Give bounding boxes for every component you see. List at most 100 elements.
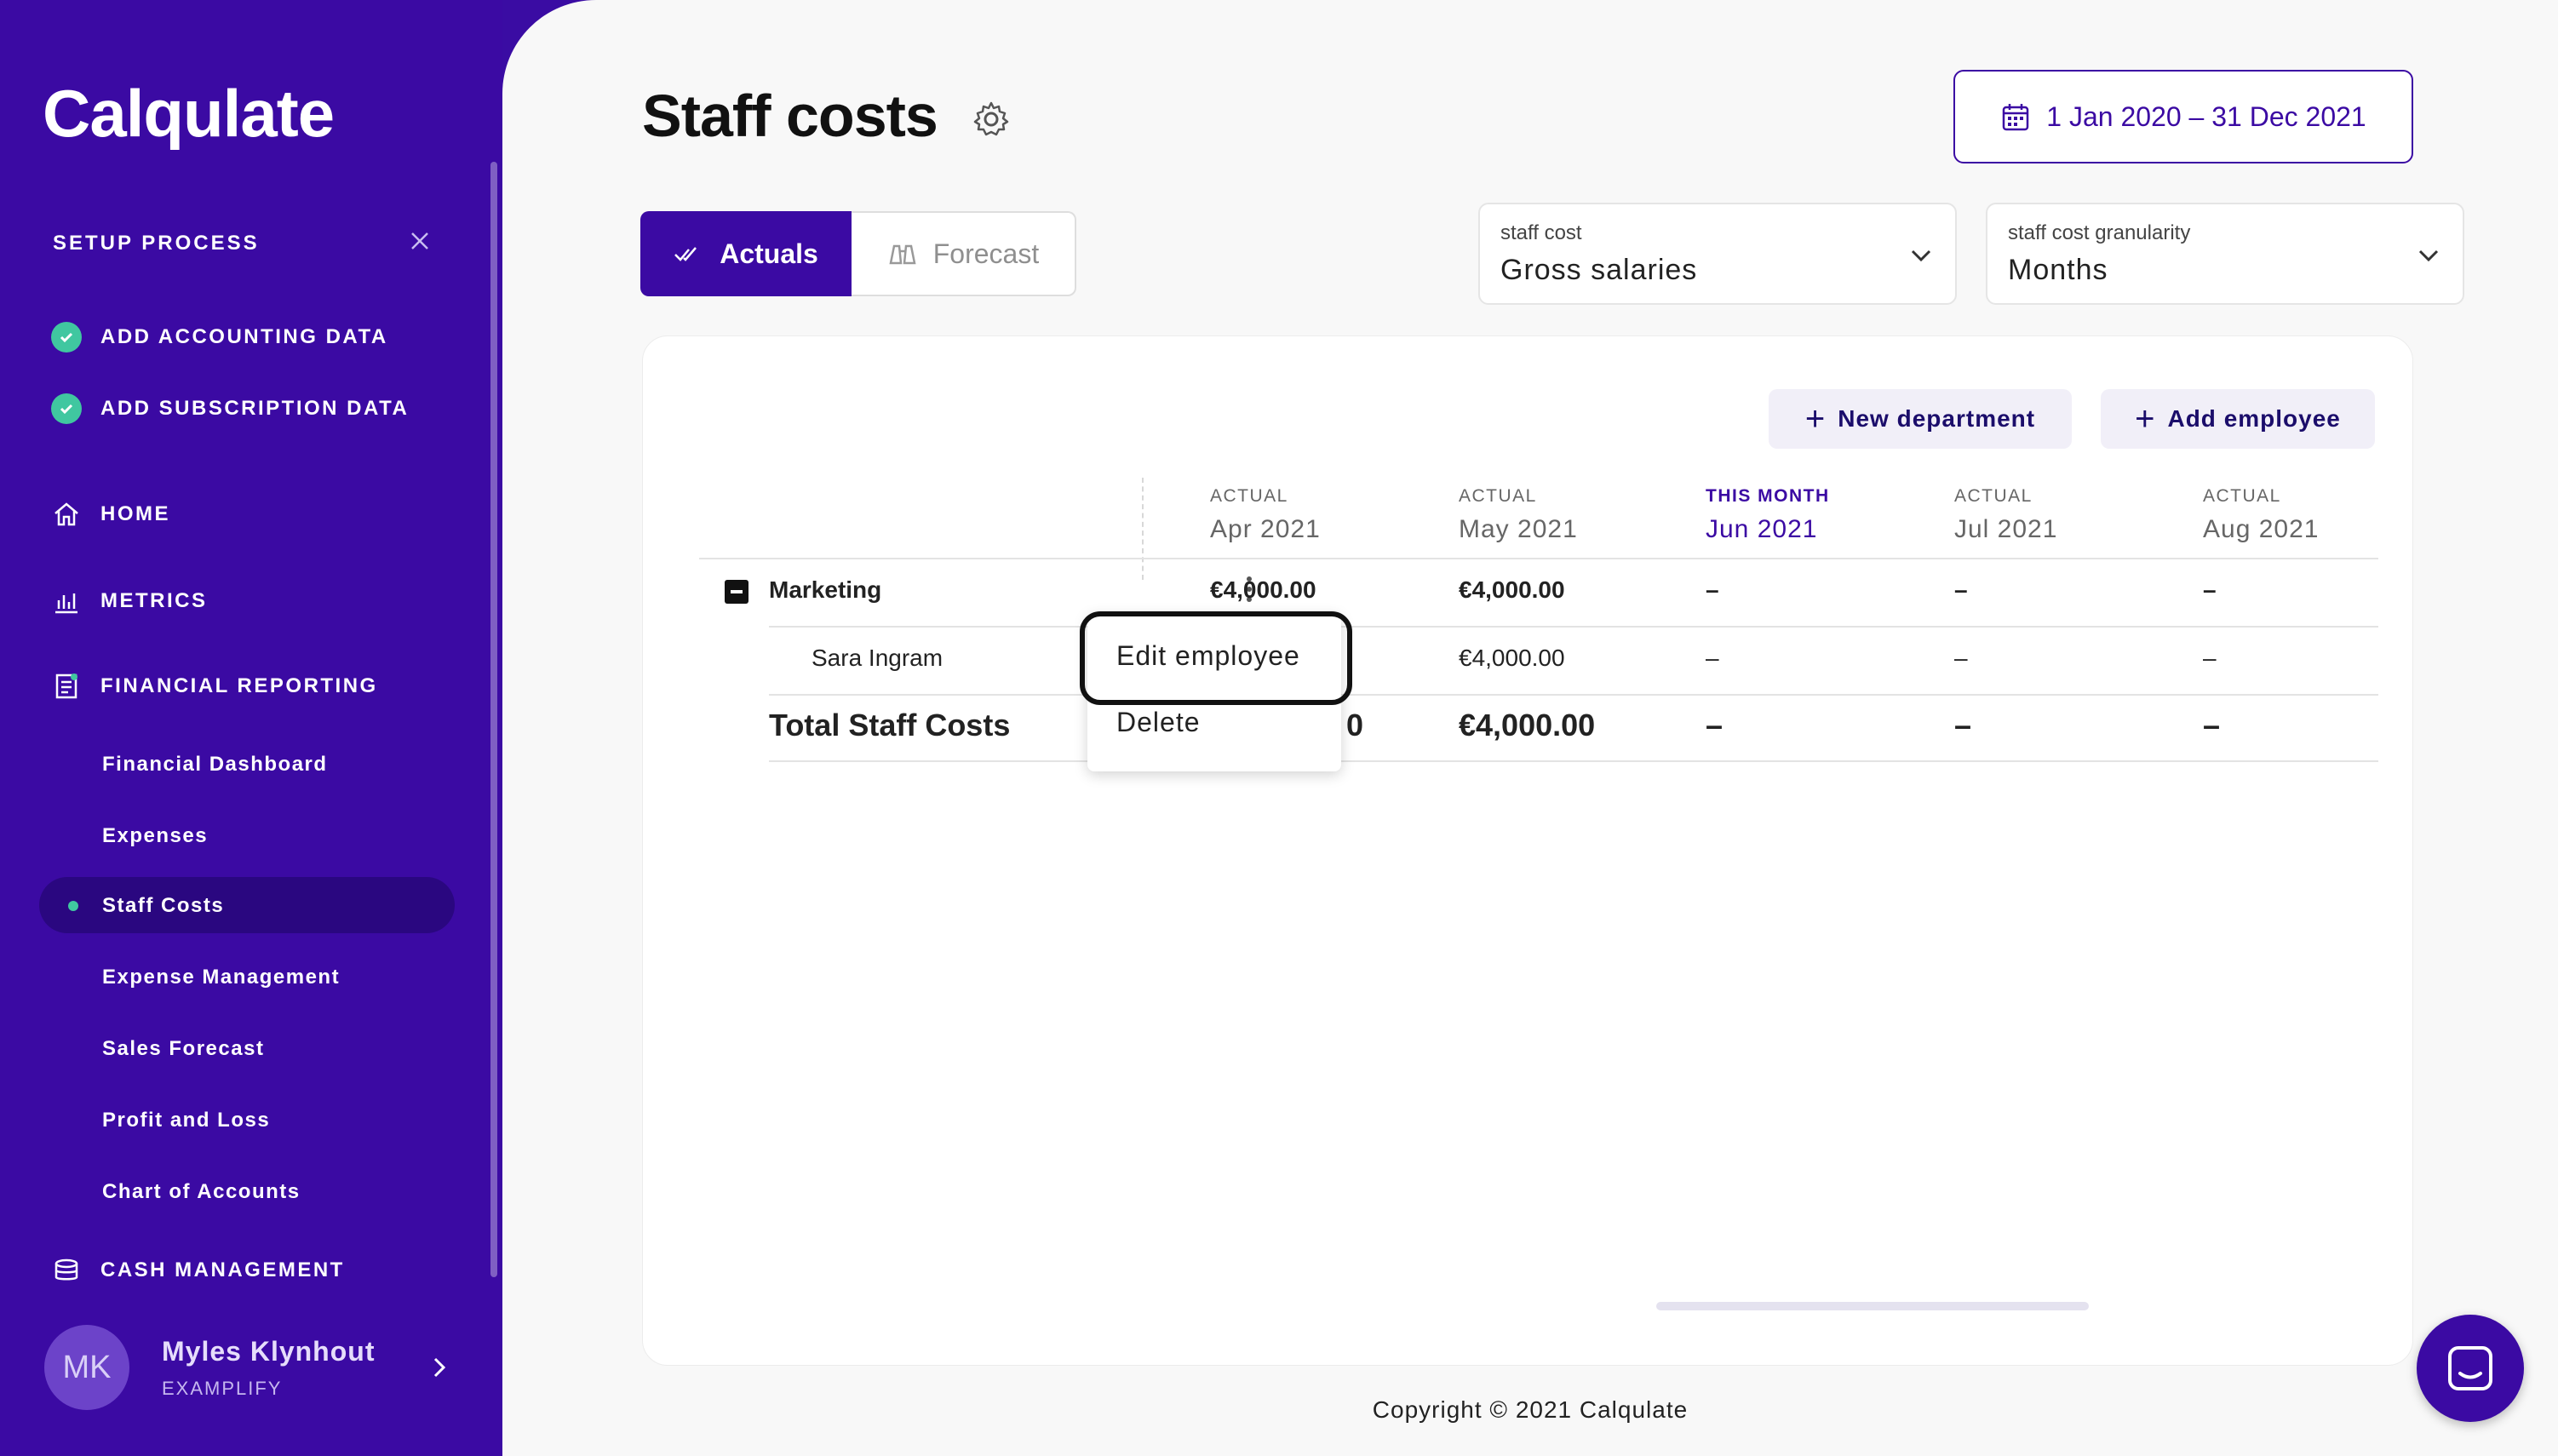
bar-chart-icon (51, 586, 82, 616)
menu-item-delete[interactable]: Delete (1116, 707, 1201, 737)
table-cell: – (2203, 576, 2217, 603)
column-header: ACTUAL Aug 2021 (2203, 486, 2319, 544)
table-cell: – (1706, 645, 1719, 671)
sidebar-item-sales-forecast[interactable]: Sales Forecast (102, 1037, 265, 1060)
table-cell: – (1954, 645, 1968, 671)
table-cell: – (1954, 708, 1972, 742)
row-divider (699, 558, 2378, 559)
total-label: Total Staff Costs (769, 708, 1011, 742)
sidebar-item-expense-management[interactable]: Expense Management (102, 966, 341, 989)
collapse-icon[interactable] (725, 580, 748, 604)
highlight-ring (1080, 611, 1352, 705)
table-cell: €4,000.00 (1210, 576, 1316, 603)
department-name[interactable]: Marketing (769, 576, 882, 603)
setup-item-label: ADD SUBSCRIPTION DATA (100, 397, 410, 420)
chevron-right-icon[interactable] (426, 1354, 453, 1381)
staff-cost-select[interactable]: staff cost Gross salaries (1478, 203, 1957, 305)
binoculars-icon (889, 244, 916, 265)
column-kind: THIS MONTH (1706, 486, 1830, 506)
table-cell: – (2203, 708, 2221, 742)
avatar: MK (44, 1325, 129, 1410)
tab-actuals[interactable]: Actuals (640, 211, 852, 296)
active-dot-icon (68, 901, 78, 911)
chevron-down-icon (2418, 249, 2439, 262)
column-month: Apr 2021 (1210, 515, 1321, 543)
menu-item-edit-employee[interactable]: Edit employee (1116, 640, 1300, 671)
column-header: ACTUAL May 2021 (1459, 486, 1578, 544)
new-department-button[interactable]: + New department (1769, 389, 2072, 449)
add-employee-button[interactable]: + Add employee (2101, 389, 2375, 449)
actuals-forecast-toggle: Actuals Forecast (640, 211, 1076, 296)
sidebar: Calqulate SETUP PROCESS ADD ACCOUNTING D… (0, 0, 502, 1456)
coins-icon (51, 1255, 82, 1286)
row-divider (769, 626, 2378, 628)
report-icon (51, 671, 82, 702)
sidebar-item-label: HOME (100, 502, 170, 525)
sidebar-scrollbar[interactable] (490, 162, 497, 1277)
sidebar-item-financial-reporting[interactable]: FINANCIAL REPORTING (51, 671, 378, 702)
column-header-current: THIS MONTH Jun 2021 (1706, 486, 1830, 544)
sidebar-item-label: FINANCIAL REPORTING (100, 674, 378, 697)
table-cell: – (2203, 645, 2217, 671)
table-cell: €4,000.00 (1459, 576, 1565, 603)
sidebar-item-expenses[interactable]: Expenses (102, 824, 209, 847)
select-label: staff cost granularity (2008, 221, 2191, 244)
sidebar-item-chart-of-accounts[interactable]: Chart of Accounts (102, 1180, 301, 1203)
close-icon[interactable] (407, 228, 433, 254)
active-nav-highlight (39, 877, 455, 933)
sidebar-item-financial-dashboard[interactable]: Financial Dashboard (102, 753, 328, 776)
calendar-icon (2003, 104, 2029, 131)
chevron-down-icon (1911, 249, 1931, 262)
date-range-picker[interactable]: 1 Jan 2020 – 31 Dec 2021 (1953, 70, 2413, 163)
row-divider (769, 694, 2378, 696)
sidebar-item-home[interactable]: HOME (51, 499, 170, 530)
column-month: May 2021 (1459, 515, 1578, 543)
user-name: Myles Klynhout (162, 1335, 376, 1367)
date-range-label: 1 Jan 2020 – 31 Dec 2021 (2046, 100, 2366, 132)
gear-icon[interactable] (972, 100, 1010, 138)
column-month: Jun 2021 (1706, 515, 1818, 543)
button-label: New department (1838, 405, 2036, 432)
column-header: ACTUAL Jul 2021 (1954, 486, 2057, 544)
context-menu: Edit employee Delete (1087, 613, 1341, 771)
tab-forecast[interactable]: Forecast (852, 211, 1076, 296)
row-divider (769, 760, 2378, 762)
plus-icon: + (1804, 400, 1827, 438)
chat-widget-button[interactable] (2417, 1315, 2524, 1422)
footer-copyright: Copyright © 2021 Calqulate (1372, 1396, 1689, 1423)
sidebar-item-metrics[interactable]: METRICS (51, 586, 208, 616)
sidebar-item-staff-costs[interactable]: Staff Costs (102, 894, 225, 917)
setup-item-label: ADD ACCOUNTING DATA (100, 325, 388, 348)
table-cell: – (1954, 576, 1968, 603)
select-value: Months (2008, 254, 2108, 286)
column-kind: ACTUAL (1954, 486, 2033, 506)
more-options-icon[interactable] (1244, 576, 1254, 610)
chat-icon (2448, 1346, 2492, 1390)
sidebar-item-label: METRICS (100, 589, 208, 612)
check-icon (51, 322, 82, 353)
setup-item-subscription[interactable]: ADD SUBSCRIPTION DATA (51, 393, 409, 424)
double-check-icon (674, 247, 697, 261)
select-value: Gross salaries (1500, 254, 1698, 286)
button-label: Add employee (2167, 405, 2341, 432)
app-logo[interactable]: Calqulate (43, 76, 335, 151)
main-content: Staff costs 1 Jan 2020 – 31 Dec 2021 Act… (502, 0, 2558, 1456)
sidebar-item-cash-management[interactable]: CASH MANAGEMENT (51, 1255, 345, 1286)
table-cell: €4,000.00 (1459, 708, 1596, 742)
employee-name[interactable]: Sara Ingram (812, 645, 943, 671)
page-title: Staff costs (642, 83, 938, 149)
table-cell: – (1706, 576, 1719, 603)
sidebar-item-profit-and-loss[interactable]: Profit and Loss (102, 1109, 271, 1132)
tab-actuals-label: Actuals (720, 238, 818, 269)
horizontal-scrollbar[interactable] (1656, 1302, 2089, 1310)
tab-forecast-label: Forecast (932, 238, 1040, 269)
plus-icon: + (2135, 400, 2156, 438)
user-profile[interactable]: MK Myles Klynhout EXAMPLIFY (44, 1325, 453, 1410)
granularity-select[interactable]: staff cost granularity Months (1986, 203, 2464, 305)
check-icon (51, 393, 82, 424)
column-divider (1142, 478, 1144, 580)
column-kind: ACTUAL (1210, 486, 1288, 506)
column-header: ACTUAL Apr 2021 (1210, 486, 1321, 544)
setup-item-accounting[interactable]: ADD ACCOUNTING DATA (51, 322, 388, 353)
user-org: EXAMPLIFY (162, 1377, 283, 1399)
